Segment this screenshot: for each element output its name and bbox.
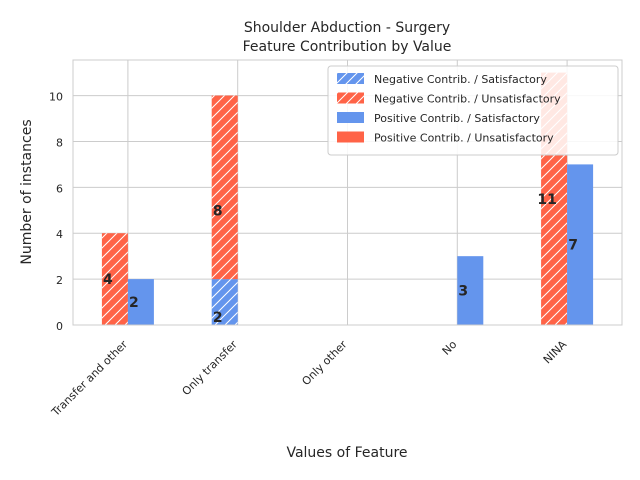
legend-swatch bbox=[337, 112, 364, 123]
legend-entry-label: Negative Contrib. / Satisfactory bbox=[374, 73, 547, 86]
legend: Negative Contrib. / Satisfactory Negative… bbox=[327, 65, 619, 156]
x-tick-label: Only transfer bbox=[180, 338, 241, 399]
legend-entry-label: Positive Contrib. / Unsatisfactory bbox=[374, 132, 554, 145]
chart-title-line-2: Feature Contribution by Value bbox=[243, 39, 452, 55]
y-tick-label: 0 bbox=[56, 320, 63, 333]
x-tick-label: NINA bbox=[541, 338, 570, 367]
plot-frame bbox=[72, 59, 623, 326]
bar-positive-satisfactory bbox=[457, 256, 484, 325]
x-tick-label: Only other bbox=[299, 338, 350, 389]
data-label: 4 bbox=[103, 272, 113, 288]
legend-box bbox=[327, 65, 619, 156]
bar-hatch-negative-satisfactory bbox=[211, 279, 238, 325]
data-label: 8 bbox=[213, 203, 223, 219]
x-tick-label: Transfer and other bbox=[49, 338, 131, 420]
bar-hatch-negative-unsatisfactory bbox=[211, 95, 238, 280]
bar-positive-satisfactory bbox=[127, 279, 154, 325]
data-label: 11 bbox=[537, 192, 556, 208]
y-tick-label: 6 bbox=[56, 182, 63, 195]
legend-swatch-hatch bbox=[337, 92, 364, 104]
legend-swatch bbox=[337, 131, 364, 143]
data-label: 7 bbox=[568, 238, 578, 254]
y-tick-label: 10 bbox=[49, 91, 63, 104]
legend-entry-label: Negative Contrib. / Unsatisfactory bbox=[374, 93, 561, 106]
bar-hatch-negative-unsatisfactory bbox=[101, 233, 128, 325]
y-tick-label: 4 bbox=[56, 228, 63, 241]
data-label: 2 bbox=[213, 310, 223, 326]
data-label: 2 bbox=[129, 295, 139, 311]
legend-swatch-hatch bbox=[337, 73, 364, 84]
bar-positive-satisfactory bbox=[567, 164, 594, 325]
legend-entry-label: Positive Contrib. / Satisfactory bbox=[374, 112, 540, 125]
y-axis-label: Number of instances bbox=[19, 119, 35, 264]
x-axis-label: Values of Feature bbox=[286, 445, 407, 461]
x-tick-label: No bbox=[440, 338, 460, 358]
chart-title-line-1: Shoulder Abduction - Surgery bbox=[244, 20, 450, 36]
data-label: 3 bbox=[458, 284, 468, 300]
y-tick-label: 8 bbox=[56, 136, 63, 149]
y-tick-label: 2 bbox=[56, 274, 63, 287]
